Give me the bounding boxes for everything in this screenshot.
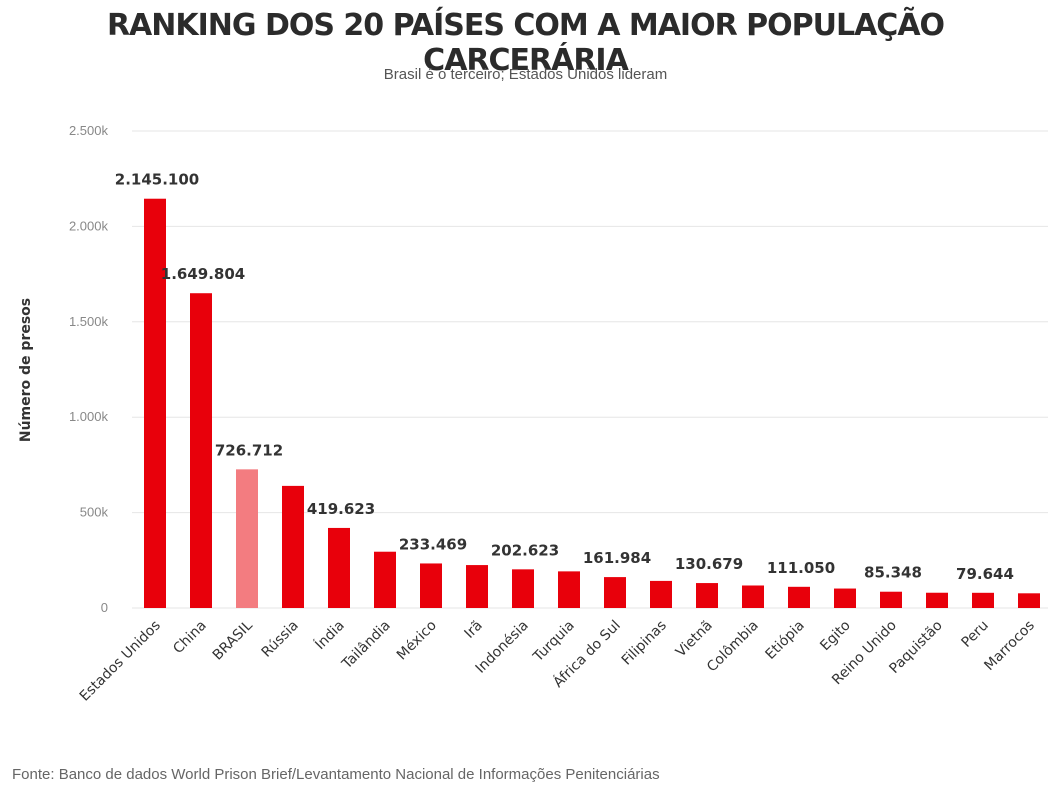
bar bbox=[236, 469, 258, 608]
data-label: 1.649.804 bbox=[161, 265, 245, 283]
x-tick-label: Filipinas bbox=[619, 618, 670, 669]
bar bbox=[374, 551, 396, 608]
bar bbox=[972, 592, 994, 608]
data-label: 2.145.100 bbox=[115, 171, 199, 189]
bar bbox=[604, 577, 626, 608]
x-tick-label: Etiópia bbox=[762, 618, 807, 663]
bar bbox=[926, 592, 948, 608]
bar bbox=[420, 563, 442, 608]
data-label: 79.644 bbox=[956, 565, 1014, 583]
data-label: 233.469 bbox=[399, 535, 467, 553]
chart-subtitle: Brasil é o terceiro; Estados Unidos lide… bbox=[383, 66, 668, 83]
x-tick-label: Rússia bbox=[259, 618, 302, 661]
bars bbox=[144, 198, 1040, 609]
bar bbox=[696, 583, 718, 608]
y-axis-ticks: 0 500k 1.000k 1.500k 2.000k 2.500k bbox=[69, 123, 109, 615]
x-tick-label: Índia bbox=[312, 617, 348, 653]
x-tick-label: Vietnã bbox=[673, 618, 716, 661]
chart-title: RANKING DOS 20 PAÍSES COM A MAIOR POPULA… bbox=[106, 8, 945, 78]
data-label: 130.679 bbox=[675, 555, 743, 573]
x-axis-categories: Estados Unidos China BRASIL Rússia ÍndiaTail… bbox=[77, 617, 1038, 705]
bar bbox=[282, 485, 304, 608]
bar bbox=[788, 586, 810, 608]
x-tick-label: Estados Unidos bbox=[77, 618, 164, 705]
y-tick-label: 2.500k bbox=[69, 123, 109, 138]
bar bbox=[512, 569, 534, 608]
bar bbox=[1018, 593, 1040, 608]
bar-chart: 0 500k 1.000k 1.500k 2.000k 2.500k Número de … bbox=[18, 123, 1048, 705]
x-tick-label: Marrocos bbox=[981, 618, 1037, 674]
y-tick-label: 1.000k bbox=[69, 409, 109, 424]
bar bbox=[650, 580, 672, 608]
bar bbox=[834, 588, 856, 608]
x-tick-label: Peru bbox=[958, 618, 991, 651]
bar bbox=[328, 527, 350, 608]
bar bbox=[742, 585, 764, 608]
y-tick-label: 500k bbox=[80, 505, 109, 520]
y-axis-label: Número de presos bbox=[18, 298, 34, 442]
data-label: 726.712 bbox=[215, 441, 283, 459]
data-label: 202.623 bbox=[491, 541, 559, 559]
gridlines bbox=[132, 130, 1048, 609]
bar bbox=[558, 571, 580, 608]
data-label: 85.348 bbox=[864, 564, 922, 582]
bar bbox=[190, 293, 212, 608]
y-tick-label: 2.000k bbox=[69, 218, 109, 233]
x-tick-label: China bbox=[170, 618, 210, 658]
data-label: 419.623 bbox=[307, 500, 375, 518]
x-tick-label: Egito bbox=[817, 618, 854, 655]
data-label: 111.050 bbox=[767, 559, 835, 577]
x-tick-label: México bbox=[394, 618, 440, 664]
bar bbox=[880, 591, 902, 608]
x-tick-label: Tailândia bbox=[338, 618, 393, 673]
bar bbox=[466, 565, 488, 608]
y-tick-label: 1.500k bbox=[69, 314, 109, 329]
source-note: Fonte: Banco de dados World Prison Brief… bbox=[12, 766, 660, 783]
data-labels: 2.145.100 1.649.804 726.712 419.623 233.469 2… bbox=[115, 171, 1014, 583]
y-tick-label: 0 bbox=[101, 600, 108, 615]
x-tick-label: Irã bbox=[461, 618, 485, 642]
bar bbox=[144, 198, 166, 609]
x-tick-label: BRASIL bbox=[210, 617, 256, 663]
data-label: 161.984 bbox=[583, 549, 651, 567]
